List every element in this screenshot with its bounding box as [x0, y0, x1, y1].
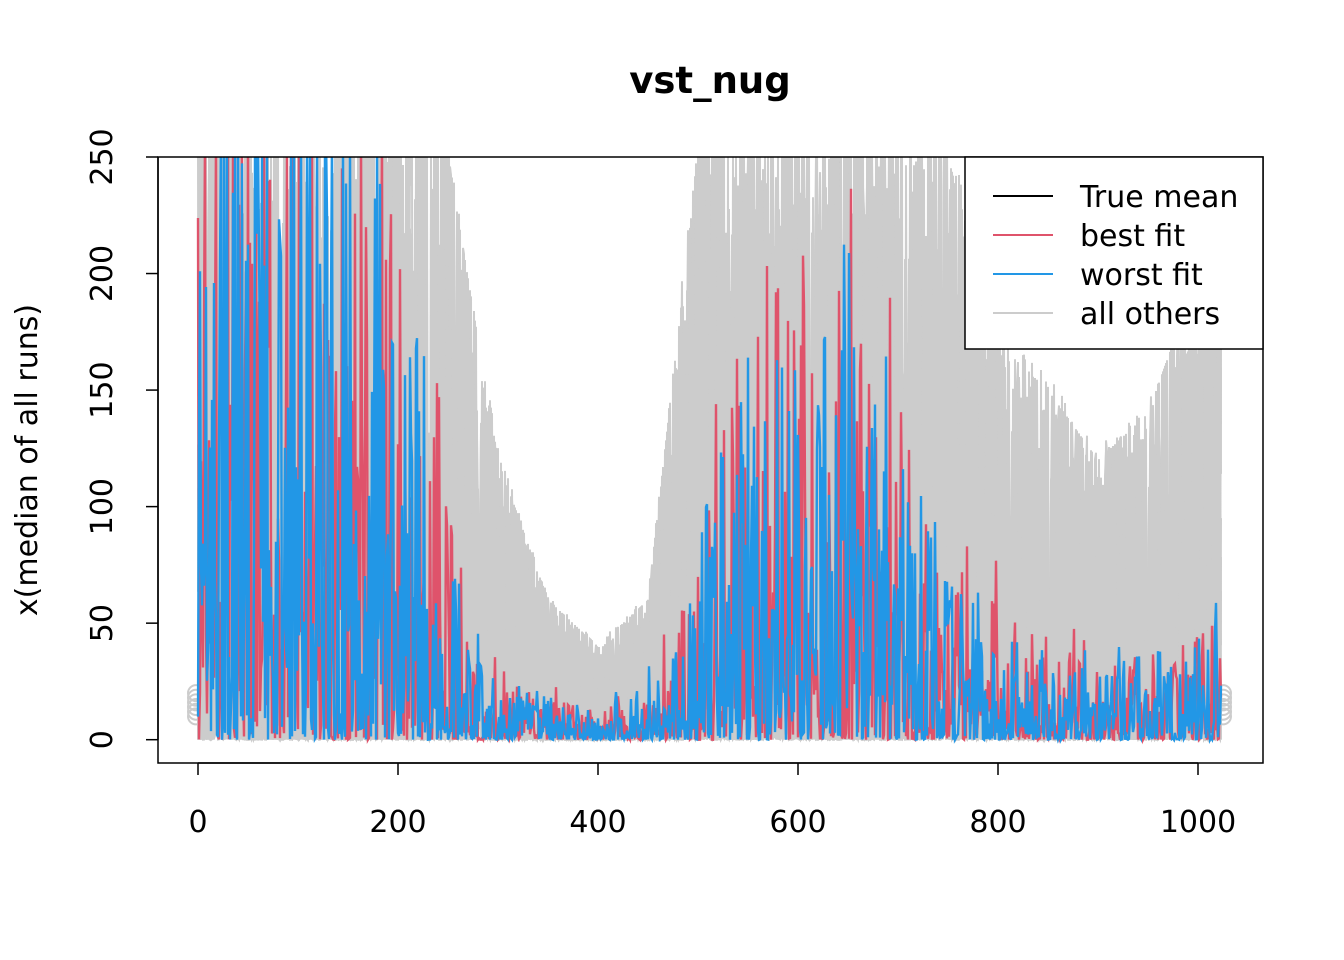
legend-box: [964, 156, 1264, 350]
x-tick-label: 0: [188, 805, 207, 840]
y-axis-label: x(median of all runs): [10, 304, 45, 616]
series-line-worst-fit: [196, 157, 1223, 745]
series-point-all-others: [187, 698, 205, 717]
legend-label: best fit: [1080, 219, 1185, 254]
y-tick-label: 50: [85, 604, 120, 642]
series-point-all-others: [187, 693, 205, 712]
y-axis: 0 50 100 150 200 250: [85, 128, 159, 749]
x-tick-label: 600: [769, 805, 826, 840]
x-tick-label: 200: [369, 805, 426, 840]
y-tick-label: 200: [85, 245, 120, 302]
series-point-all-others: [187, 688, 205, 707]
chart-title: vst_nug: [629, 59, 791, 102]
series-point-all-others: [187, 684, 205, 703]
series-point-all-others: [187, 707, 205, 726]
x-tick-label: 800: [969, 805, 1026, 840]
y-tick-label: 100: [85, 478, 120, 535]
y-tick-label: 250: [85, 128, 120, 185]
x-tick-label: 1000: [1160, 805, 1236, 840]
series-point-all-others: [187, 702, 205, 721]
series-layer: [187, 157, 1232, 745]
y-tick-label: 150: [85, 361, 120, 418]
legend-label: True mean: [1079, 180, 1238, 215]
x-tick-label: 400: [569, 805, 626, 840]
legend-label: all others: [1080, 297, 1220, 332]
legend: True mean best fit worst fit all others: [964, 156, 1264, 350]
x-axis: 0 200 400 600 800 1000: [188, 762, 1236, 840]
y-tick-label: 0: [85, 730, 120, 749]
legend-label: worst fit: [1080, 258, 1203, 293]
